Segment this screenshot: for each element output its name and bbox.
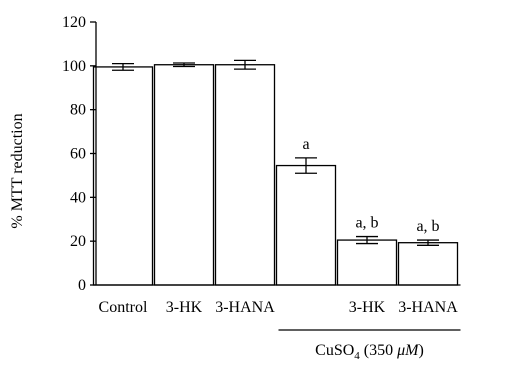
group-label-open: (350 <box>360 342 397 359</box>
bar <box>214 64 276 286</box>
x-tick-label: 3-HANA <box>398 299 458 316</box>
significance-label: a <box>302 136 309 153</box>
group-label-subscript: 4 <box>354 350 360 362</box>
y-axis-label: % MTT reduction <box>9 113 26 228</box>
significance-label: a, b <box>355 215 378 232</box>
bar <box>397 242 459 286</box>
y-tick-label: 0 <box>78 277 86 294</box>
y-tick-label: 20 <box>70 233 86 250</box>
x-tick-label: 3-HANA <box>215 299 275 316</box>
x-tick-label: 3-HK <box>166 299 203 316</box>
group-label-close: ) <box>418 342 423 359</box>
bar <box>275 164 337 286</box>
bar <box>153 64 215 286</box>
bar <box>336 239 398 286</box>
y-tick-label: 100 <box>62 58 86 75</box>
annotations-group: a a, b a, b <box>302 136 439 235</box>
error-bars-group <box>112 59 439 246</box>
x-tick-label: Control <box>99 299 148 316</box>
bars-group <box>92 64 459 286</box>
bar <box>92 66 154 286</box>
y-tick-label: 60 <box>70 146 86 163</box>
x-tick-labels: Control 3-HK 3-HANA 3-HK 3-HANA <box>99 299 459 316</box>
y-tick-label: 40 <box>70 189 86 206</box>
group-label-unit: μM <box>396 342 420 359</box>
y-tick-label: 80 <box>70 102 86 119</box>
group-label-main: CuSO <box>315 342 354 359</box>
y-axis: 0 20 40 60 80 100 120 <box>62 14 97 294</box>
x-tick-label: 3-HK <box>349 299 386 316</box>
y-tick-label: 120 <box>62 14 86 31</box>
group-label: CuSO4 (350 μM) <box>315 342 424 362</box>
significance-label: a, b <box>416 218 439 235</box>
